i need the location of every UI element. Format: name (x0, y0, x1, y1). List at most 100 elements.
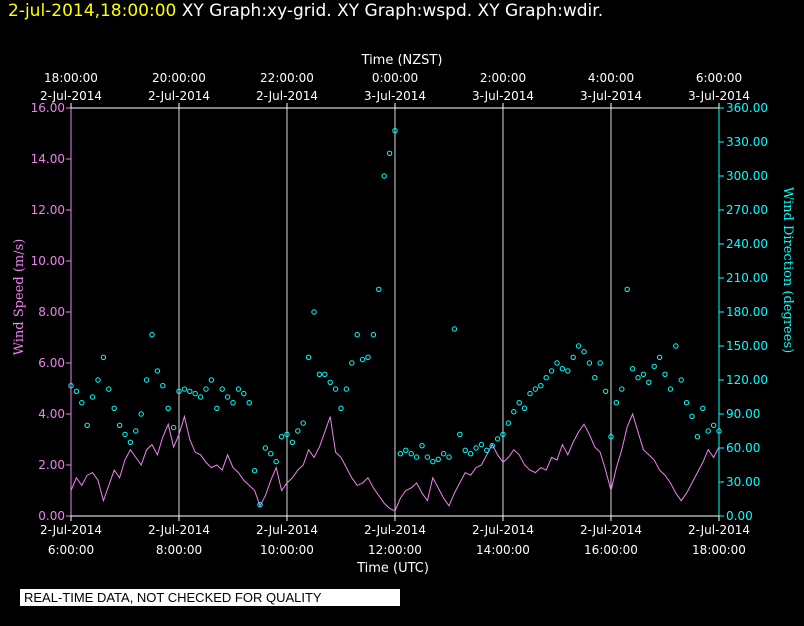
right-tick-label: 90.00 (726, 407, 760, 421)
wind-speed-line (70, 412, 720, 512)
wind-direction-point (565, 368, 571, 374)
axis-layer: 0.00 2.00 4.00 6.00 8.00 10.00 12.00 14.00 16.00… (31, 71, 768, 557)
wind-direction-point (613, 400, 620, 406)
right-tick-label: 60.00 (726, 441, 760, 455)
right-tick-label: 180.00 (726, 305, 768, 319)
bottom-tick-time: 8:00:00 (156, 543, 202, 557)
right-tick-label: 120.00 (726, 373, 768, 387)
wind-direction-point (635, 375, 641, 381)
wind-direction-point (197, 394, 204, 400)
wind-direction-point (646, 379, 652, 385)
wind-direction-point (251, 468, 258, 474)
wind-direction-point (138, 411, 144, 417)
bottom-tick-time: 14:00:00 (476, 543, 530, 557)
bottom-tick-time: 6:00:00 (48, 543, 94, 557)
wind-direction-point (656, 354, 663, 360)
wind-direction-point (224, 394, 231, 400)
wind-direction-point (624, 286, 630, 292)
wind-direction-point (100, 354, 107, 360)
wind-direction-point (602, 388, 609, 394)
top-tick-date: 2-Jul-2014 (40, 89, 102, 103)
quality-note: REAL-TIME DATA, NOT CHECKED FOR QUALITY (20, 589, 400, 606)
wind-direction-point (73, 388, 80, 394)
wind-direction-point (575, 343, 582, 349)
right-tick-label: 0.00 (726, 509, 753, 523)
top-tick-time: 0:00:00 (372, 71, 418, 85)
wind-direction-point (262, 445, 269, 451)
wind-direction-point (435, 456, 441, 462)
wind-direction-point (187, 388, 193, 394)
wind-direction-point (165, 405, 171, 411)
wind-direction-point (667, 386, 674, 392)
wind-direction-point (700, 405, 706, 411)
wind-direction-point (619, 386, 625, 392)
wind-direction-point (511, 409, 517, 415)
bottom-tick-time: 12:00:00 (368, 543, 422, 557)
left-tick-label: 8.00 (38, 305, 65, 319)
wind-direction-point (392, 128, 398, 134)
wind-direction-point (484, 447, 490, 453)
bottom-tick-time: 10:00:00 (260, 543, 314, 557)
wind-direction-point (214, 405, 220, 411)
wind-direction-point (462, 447, 468, 453)
wind-direction-point (457, 431, 463, 438)
wind-direction-point (710, 422, 717, 428)
top-axis-title: Time (NZST) (361, 53, 443, 68)
wind-direction-point (322, 371, 328, 377)
top-tick-time: 18:00:00 (44, 71, 98, 85)
wind-direction-point (640, 371, 647, 377)
wind-direction-point (689, 413, 695, 419)
top-tick-time: 22:00:00 (260, 71, 314, 85)
wind-direction-point (473, 445, 479, 451)
wind-direction-point (143, 377, 150, 383)
top-tick-date: 3-Jul-2014 (688, 89, 750, 103)
wind-direction-point (89, 394, 96, 400)
wind-direction-point (673, 343, 679, 349)
left-tick-label: 14.00 (31, 152, 65, 166)
bottom-tick-date: 2-Jul-2014 (256, 523, 318, 537)
wind-direction-point (338, 405, 344, 411)
wind-direction-point (683, 400, 690, 406)
wind-direction-point (494, 436, 501, 442)
wind-direction-point (370, 332, 377, 338)
wind-direction-point (311, 309, 317, 315)
wind-direction-point (365, 354, 371, 360)
wind-direction-point (257, 502, 263, 508)
wind-direction-point (516, 400, 522, 406)
wind-direction-point (133, 428, 139, 434)
wind-direction-point (376, 286, 382, 292)
wind-direction-point (273, 458, 279, 465)
wind-direction-point (408, 451, 414, 457)
wind-direction-point (154, 368, 161, 374)
wind-direction-point (122, 431, 128, 438)
wind-direction-point (543, 375, 549, 381)
wind-direction-point (246, 400, 252, 406)
wind-direction-point (489, 443, 495, 449)
bottom-tick-date: 2-Jul-2014 (688, 523, 750, 537)
left-tick-label: 4.00 (38, 407, 65, 421)
wind-direction-point (419, 443, 425, 449)
wind-direction-point (694, 434, 701, 440)
wind-direction-point (597, 360, 603, 366)
wind-direction-point (651, 363, 657, 370)
bottom-tick-time: 18:00:00 (692, 543, 746, 557)
right-tick-label: 240.00 (726, 237, 768, 251)
wind-direction-point (192, 390, 198, 397)
wind-direction-point (467, 451, 474, 457)
graph-list: XY Graph:xy-grid. XY Graph:wspd. XY Grap… (181, 1, 604, 21)
wind-direction-point (289, 439, 296, 445)
wind-direction-point (446, 454, 452, 460)
wind-direction-point (203, 386, 209, 392)
wind-direction-point (208, 377, 215, 383)
wind-direction-point (451, 326, 458, 332)
wind-direction-point (500, 431, 506, 438)
wind-direction-point (397, 451, 404, 457)
wind-direction-point (170, 424, 177, 431)
right-tick-label: 30.00 (726, 475, 760, 489)
wind-direction-point (295, 428, 301, 434)
wind-direction-point (629, 366, 636, 372)
wind-direction-point (332, 386, 339, 392)
wind-direction-point (181, 386, 188, 392)
wind-direction-point (424, 454, 431, 460)
bottom-tick-date: 2-Jul-2014 (364, 523, 426, 537)
